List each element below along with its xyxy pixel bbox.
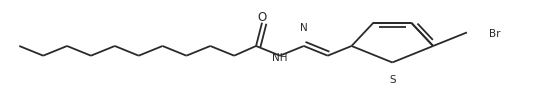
Text: Br: Br [489,29,500,39]
Text: S: S [389,75,396,85]
Text: NH: NH [272,53,288,63]
Text: O: O [257,11,266,24]
Text: N: N [300,23,308,33]
